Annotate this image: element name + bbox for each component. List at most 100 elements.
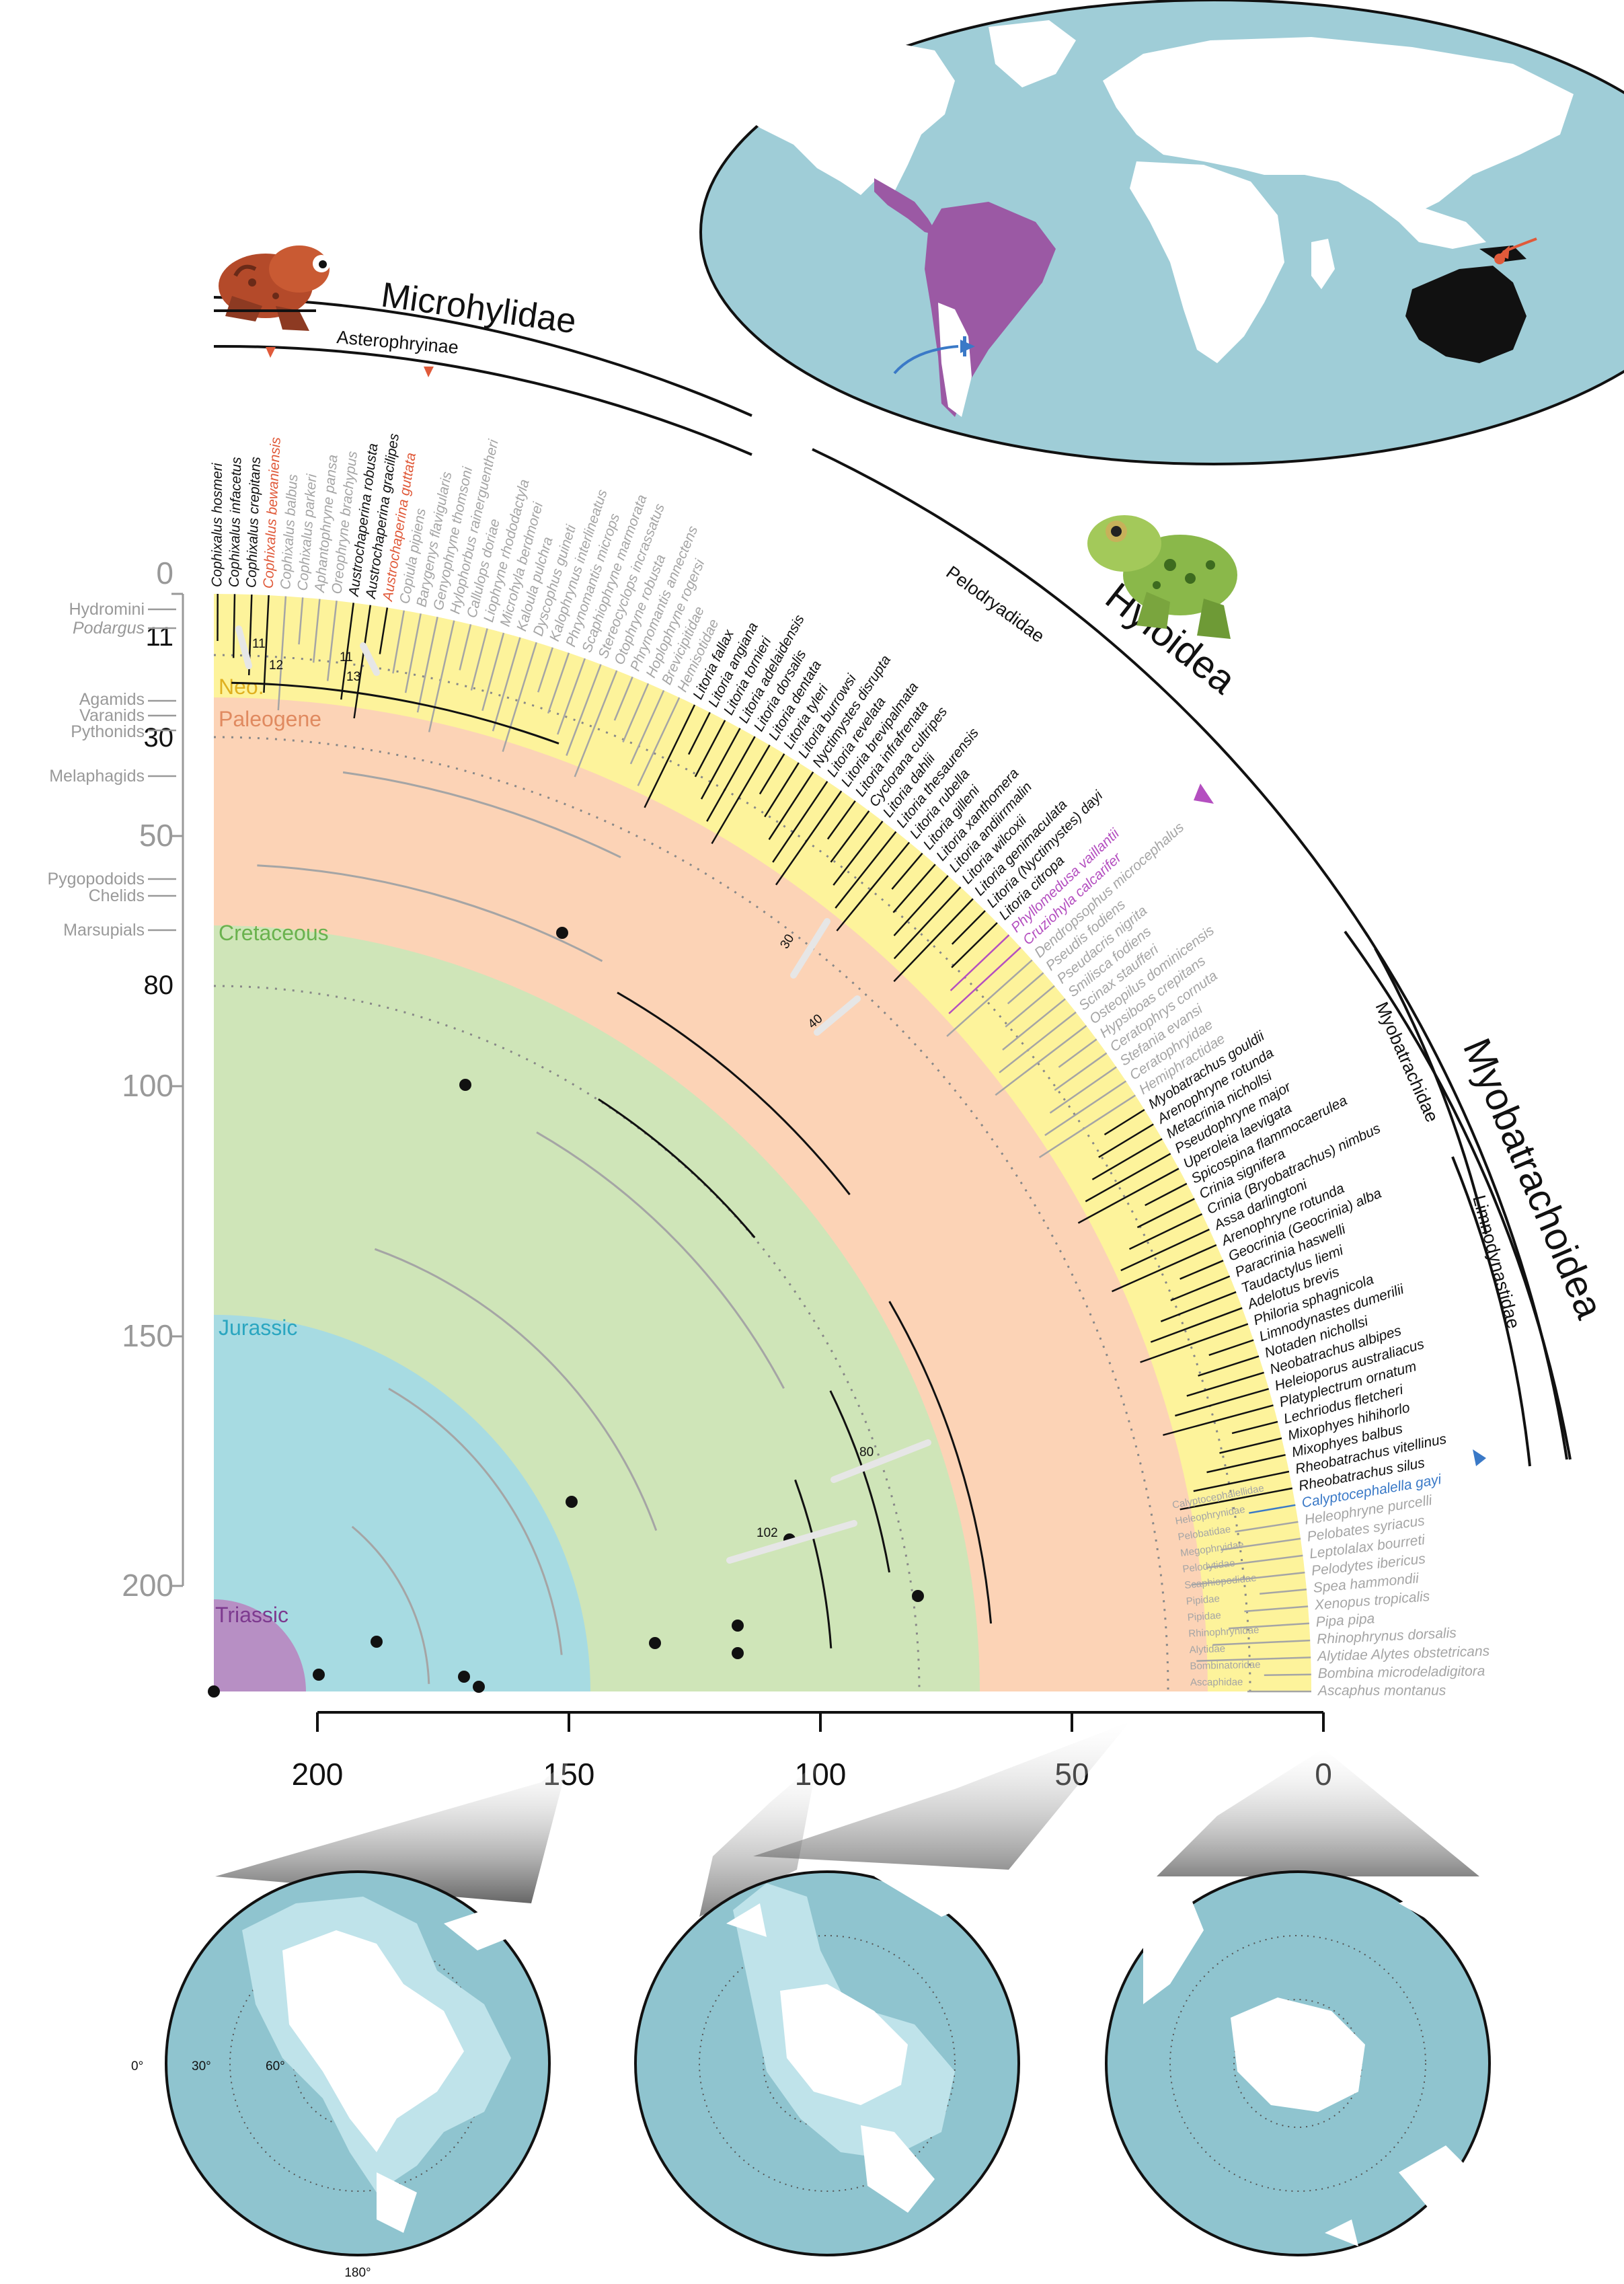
terminal-branch (950, 934, 1010, 991)
terminal-branch (1198, 1355, 1260, 1377)
terminal-branch (1140, 1323, 1249, 1363)
period-cretaceous: Cretaceous (219, 921, 329, 945)
age-tick-11: 11 (145, 622, 173, 652)
node-label-12: 12 (269, 658, 283, 673)
tip-labels: Cophixalus hosmeri Cophixalus infacetusCo… (209, 432, 1490, 1699)
terminal-branch (948, 946, 1021, 1014)
event-marsupials: Marsupials (63, 921, 145, 940)
clade-limnodynastidae: Limnodynastidae (1469, 1193, 1524, 1331)
terminal-branch (1005, 985, 1055, 1028)
terminal-branch (277, 596, 287, 711)
terminal-branch (298, 597, 304, 645)
terminal-branch (995, 1025, 1087, 1096)
family-label: Ascaphidae (1190, 1677, 1243, 1688)
clade-myobatrachoidea: Myobatrachoidea (1455, 1032, 1612, 1326)
terminal-branch (1163, 1404, 1274, 1437)
terminal-branch (622, 683, 650, 743)
globe-early (165, 1870, 551, 2256)
event-melaphagids: Melaphagids (49, 767, 145, 786)
confidence-bars (235, 625, 931, 1564)
period-paleogene: Paleogene (219, 707, 321, 731)
terminal-branch (566, 664, 602, 756)
node-label-11b: 11 (340, 650, 353, 664)
terminal-branch (1231, 1420, 1278, 1435)
period-neogene: Neo. (219, 675, 264, 699)
age-tick-80: 80 (144, 970, 174, 1000)
terminal-branch (1249, 1504, 1296, 1514)
terminal-branch (891, 852, 923, 890)
terminal-branch (775, 790, 843, 886)
terminal-branch (404, 613, 422, 693)
terminal-branch (759, 753, 785, 795)
age-tick-150: 150 (122, 1318, 173, 1353)
terminal-branch (232, 594, 236, 658)
terminal-branch (470, 628, 488, 691)
family-label: Pipidae (1187, 1609, 1221, 1624)
terminal-branch (326, 601, 338, 681)
terminal-branch (459, 624, 472, 671)
terminal-branch (836, 841, 911, 931)
terminal-branch (1054, 1052, 1108, 1092)
period-bands (213, 594, 1311, 1692)
terminal-branch (1208, 1339, 1254, 1357)
tip-label: Pipa pipa (1315, 1611, 1375, 1630)
age-tick-30: 30 (144, 723, 174, 753)
event-agamids: Agamids (79, 690, 145, 709)
terminal-branch (574, 670, 618, 777)
tip-label: Cophixalus infacetus (227, 457, 245, 588)
tip-label: Alytidae Alytes obstetricans (1316, 1644, 1490, 1665)
terminal-branch (1002, 998, 1066, 1051)
terminal-branch (557, 658, 586, 735)
event-arrows (148, 608, 176, 931)
globe-lat-30: 30° (192, 2059, 211, 2073)
calibration-nodes (208, 927, 924, 1698)
terminal-branch (340, 603, 354, 700)
terminal-branch (1235, 1521, 1299, 1533)
terminal-branch (1260, 1589, 1307, 1595)
terminal-branch (687, 712, 711, 755)
globe-lon-0: 0° (131, 2059, 143, 2073)
terminal-branch (1229, 1622, 1309, 1630)
node-label-11a: 11 (252, 637, 266, 651)
terminal-branch (1160, 1291, 1237, 1322)
terminal-branch (1058, 1038, 1097, 1068)
terminal-branch (830, 810, 870, 863)
terminal-branch (1091, 1138, 1163, 1180)
terminal-branch (1219, 1437, 1282, 1454)
tree-frog-illustration (1087, 515, 1237, 639)
terminal-branch (1191, 1571, 1305, 1586)
globe-lon-180: 180° (344, 2266, 371, 2280)
phylogeny-branches (217, 593, 1311, 1693)
terminal-branch (392, 610, 405, 674)
globe-late (1105, 1870, 1491, 2256)
family-label: Rhinophrynidae (1188, 1624, 1260, 1640)
event-podargus: Podargus (73, 619, 145, 638)
event-chelids: Chelids (89, 886, 145, 905)
terminal-branch (1044, 1080, 1127, 1137)
terminal-branch (1221, 1537, 1301, 1551)
tip-label: Bombina microdeladigitora (1318, 1663, 1485, 1681)
event-pygopodoids: Pygopodoids (47, 870, 145, 888)
terminal-branch (613, 676, 633, 721)
globe-lat-60: 60° (266, 2059, 285, 2073)
terminal-branch (694, 720, 726, 777)
terminal-branch (1206, 1453, 1286, 1474)
clade-myobatrachidae: Myobatrachidae (1372, 999, 1443, 1125)
terminal-branch (644, 704, 696, 808)
terminal-branch (706, 736, 756, 822)
terminal-branch (951, 910, 986, 945)
family-label: Pipidae (1186, 1593, 1220, 1607)
terminal-branch (893, 898, 974, 983)
terminal-branch (951, 922, 998, 968)
terminal-branch (1007, 972, 1044, 1005)
terminal-branch (1193, 1470, 1290, 1492)
terminal-branch (263, 595, 270, 693)
bottom-tick-200: 200 (292, 1757, 344, 1792)
terminal-branch (492, 637, 521, 732)
period-jurassic: Jurassic (219, 1316, 297, 1340)
terminal-branch (1170, 1275, 1231, 1301)
terminal-branch (637, 697, 681, 786)
terminal-branch (1128, 1213, 1203, 1250)
terminal-branch (312, 599, 321, 663)
tip-label: Ascaphus montanus (1317, 1683, 1446, 1699)
